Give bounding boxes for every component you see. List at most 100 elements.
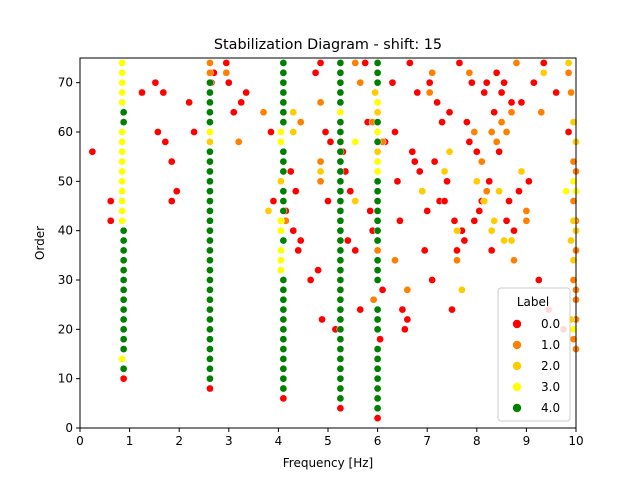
data-point (277, 266, 285, 274)
data-point (167, 197, 176, 205)
data-point (206, 266, 214, 274)
data-point (234, 138, 243, 146)
data-point (569, 177, 578, 186)
data-point (373, 394, 382, 403)
data-point (336, 315, 345, 324)
legend-entries: 0.0 1.0 2.0 3.0 4.0 (512, 317, 560, 415)
data-point (567, 236, 575, 245)
data-point (277, 138, 285, 146)
data-point (336, 147, 345, 156)
data-point (415, 167, 424, 176)
data-point (567, 88, 575, 97)
data-point (291, 187, 300, 196)
legend-marker (512, 382, 522, 392)
data-point (336, 384, 345, 393)
data-point (500, 236, 508, 245)
data-point (346, 187, 355, 196)
data-point (206, 197, 214, 205)
data-point (453, 246, 461, 255)
data-point (206, 138, 214, 146)
data-point (206, 384, 214, 393)
data-point (525, 177, 533, 186)
data-point (277, 216, 285, 225)
data-point (490, 216, 499, 225)
data-point (403, 286, 412, 294)
y-tick-label: 0 (65, 421, 73, 435)
data-point (259, 108, 268, 117)
y-tick-label: 50 (58, 174, 73, 188)
data-point (418, 187, 427, 196)
data-point (206, 276, 214, 284)
data-point (373, 167, 382, 176)
data-point (539, 59, 548, 67)
data-point (206, 345, 214, 353)
data-point (206, 167, 214, 176)
data-point (222, 59, 231, 67)
data-point (366, 207, 375, 215)
data-point (279, 236, 288, 245)
data-point (373, 404, 382, 413)
data-point (505, 197, 513, 205)
data-point (510, 226, 518, 235)
data-point (289, 108, 298, 117)
data-point (336, 236, 345, 245)
data-point (277, 226, 285, 235)
x-axis-label: Frequency [Hz] (283, 456, 374, 470)
data-point (277, 246, 285, 255)
data-point (487, 128, 496, 136)
data-point (279, 167, 288, 176)
data-point (336, 138, 345, 146)
data-point (269, 197, 278, 205)
data-point (433, 98, 441, 107)
data-point (495, 147, 503, 156)
data-point (373, 128, 382, 136)
data-point (463, 118, 471, 126)
data-point (373, 68, 382, 77)
data-point (487, 226, 496, 235)
data-point (336, 216, 345, 225)
data-point (569, 216, 578, 225)
data-point (279, 374, 288, 383)
data-point (373, 147, 382, 156)
legend-title: Label (517, 295, 549, 309)
data-point (306, 276, 315, 284)
x-tick-label: 6 (374, 434, 382, 448)
legend: Label 0.0 1.0 2.0 3.0 4.0 (497, 287, 571, 422)
data-point (119, 108, 128, 117)
data-point (373, 177, 382, 186)
data-point (472, 177, 481, 186)
data-point (373, 207, 382, 215)
data-point (206, 295, 214, 304)
data-point (118, 68, 127, 77)
data-point (537, 108, 546, 117)
data-point (119, 305, 128, 314)
data-point (458, 286, 466, 294)
data-point (336, 276, 345, 284)
data-point (289, 128, 298, 136)
data-point (118, 128, 127, 136)
data-point (324, 197, 332, 205)
data-point (393, 177, 402, 186)
data-point (460, 236, 469, 245)
data-point (206, 187, 214, 196)
data-point (443, 177, 451, 186)
data-point (119, 315, 128, 324)
data-point (279, 88, 288, 97)
series-2.0 (206, 59, 580, 324)
data-point (336, 59, 345, 67)
data-point (336, 226, 345, 235)
data-point (172, 187, 181, 196)
data-point (119, 246, 128, 255)
data-point (423, 207, 432, 215)
data-point (450, 216, 459, 225)
data-point (277, 256, 285, 265)
data-point (206, 355, 214, 363)
data-point (351, 59, 360, 67)
data-point (190, 128, 198, 136)
data-point (373, 108, 382, 117)
data-point (119, 226, 128, 235)
data-point (539, 68, 548, 77)
data-point (477, 157, 486, 166)
data-point (206, 157, 214, 166)
data-point (277, 177, 285, 186)
